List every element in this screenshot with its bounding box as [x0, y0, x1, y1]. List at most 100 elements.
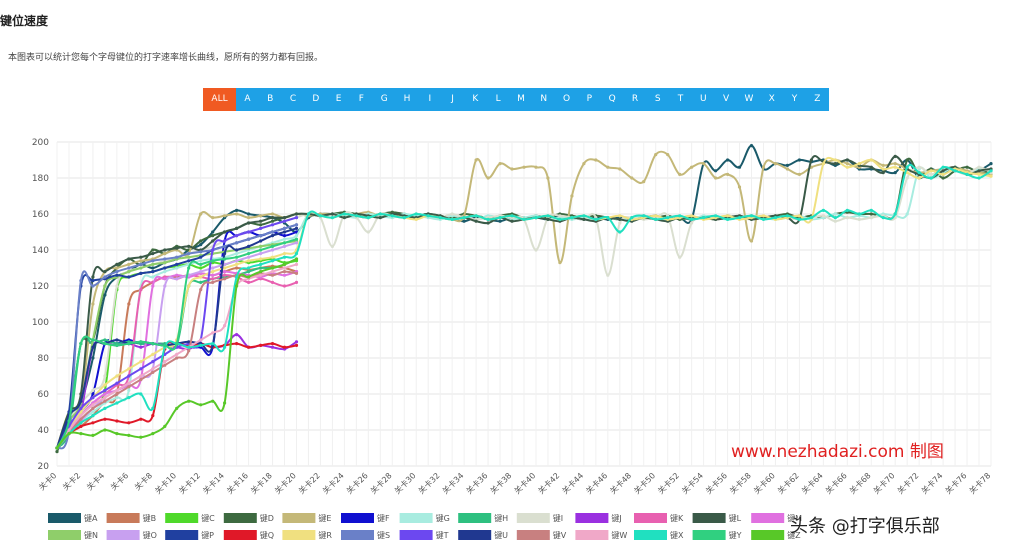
- data-point: [211, 399, 215, 403]
- key-filter-d[interactable]: D: [304, 88, 328, 111]
- key-filter-v[interactable]: V: [714, 88, 738, 111]
- data-point: [91, 410, 95, 414]
- data-point: [79, 406, 83, 410]
- data-point: [67, 428, 71, 432]
- data-point: [342, 212, 346, 216]
- data-point: [294, 234, 299, 238]
- data-point: [618, 230, 622, 234]
- data-point: [845, 208, 849, 212]
- x-tick-label: 关卡68: [847, 470, 873, 496]
- key-filter-p[interactable]: P: [577, 88, 601, 111]
- key-filter-z[interactable]: Z: [805, 88, 829, 111]
- y-tick-label: 100: [32, 318, 49, 328]
- data-point: [259, 252, 263, 256]
- data-point: [199, 262, 203, 266]
- data-point: [115, 419, 119, 423]
- data-point: [139, 367, 143, 371]
- data-point: [438, 216, 442, 220]
- key-filter-c[interactable]: C: [281, 88, 305, 111]
- x-tick-label: 关卡66: [823, 470, 849, 496]
- key-filter-h[interactable]: H: [395, 88, 419, 111]
- data-point: [582, 162, 586, 166]
- legend-swatch: [692, 530, 726, 540]
- key-filter-s[interactable]: S: [646, 88, 670, 111]
- data-point: [259, 239, 263, 243]
- data-point: [223, 324, 227, 328]
- key-filter-q[interactable]: Q: [600, 88, 624, 111]
- y-tick-label: 160: [32, 210, 49, 220]
- key-filter-a[interactable]: A: [236, 88, 259, 111]
- data-point: [127, 262, 131, 266]
- data-point: [115, 262, 119, 266]
- data-point: [498, 162, 502, 166]
- data-point: [522, 217, 526, 221]
- data-point: [235, 241, 239, 245]
- data-point: [223, 270, 227, 274]
- key-filter-l[interactable]: L: [486, 88, 510, 111]
- data-point: [211, 239, 215, 243]
- x-tick-label: 关卡52: [655, 470, 681, 496]
- data-point: [139, 262, 143, 266]
- key-filter-g[interactable]: G: [372, 88, 396, 111]
- x-tick-label: 关卡28: [368, 470, 394, 496]
- key-filter-r[interactable]: R: [623, 88, 647, 111]
- data-point: [797, 214, 802, 218]
- legend-label: 键J: [611, 513, 621, 523]
- key-filter-b[interactable]: B: [258, 88, 282, 111]
- data-point: [869, 158, 873, 162]
- data-point: [618, 221, 622, 225]
- data-point: [223, 214, 227, 218]
- key-filter-k[interactable]: K: [463, 88, 487, 111]
- data-point: [737, 185, 742, 189]
- data-point: [211, 230, 215, 234]
- data-point: [594, 217, 598, 221]
- x-tick-label: 关卡54: [679, 470, 705, 496]
- legend-swatch: [751, 513, 785, 523]
- data-point: [486, 217, 490, 221]
- legend-label: 键S: [377, 530, 390, 540]
- data-point: [247, 280, 251, 284]
- data-point: [270, 216, 275, 220]
- key-filter-o[interactable]: O: [555, 88, 578, 111]
- data-point: [773, 216, 778, 220]
- data-point: [761, 214, 766, 218]
- key-filter-y[interactable]: Y: [783, 88, 806, 111]
- key-filter-n[interactable]: N: [532, 88, 556, 111]
- data-point: [259, 234, 263, 238]
- data-point: [91, 406, 95, 410]
- data-point: [833, 216, 837, 220]
- data-point: [857, 162, 861, 166]
- data-point: [115, 388, 119, 392]
- data-point: [91, 284, 95, 288]
- data-point: [785, 163, 790, 167]
- data-point: [893, 165, 897, 169]
- key-filter-u[interactable]: U: [691, 88, 715, 111]
- data-point: [270, 255, 275, 259]
- data-point: [785, 214, 790, 218]
- key-filter-e[interactable]: E: [327, 88, 350, 111]
- key-filter-m[interactable]: M: [509, 88, 533, 111]
- key-filter-t[interactable]: T: [669, 88, 692, 111]
- data-point: [905, 158, 909, 162]
- data-point: [977, 165, 981, 169]
- data-point: [797, 158, 802, 162]
- key-filter-f[interactable]: F: [349, 88, 373, 111]
- data-point: [79, 421, 83, 425]
- data-point: [282, 270, 287, 274]
- data-point: [881, 171, 885, 175]
- data-point: [857, 212, 861, 216]
- key-filter-all[interactable]: ALL: [203, 88, 236, 111]
- data-point: [187, 399, 191, 403]
- data-point: [187, 349, 191, 353]
- key-filter-i[interactable]: I: [418, 88, 442, 111]
- data-point: [163, 360, 167, 364]
- legend-label: 键G: [436, 513, 450, 523]
- data-point: [726, 172, 730, 176]
- x-tick-label: 关卡40: [512, 470, 538, 496]
- data-point: [965, 165, 969, 169]
- key-filter-w[interactable]: W: [737, 88, 761, 111]
- data-point: [91, 396, 95, 400]
- data-point: [414, 212, 418, 216]
- key-filter-x[interactable]: X: [760, 88, 784, 111]
- key-filter-j[interactable]: J: [441, 88, 464, 111]
